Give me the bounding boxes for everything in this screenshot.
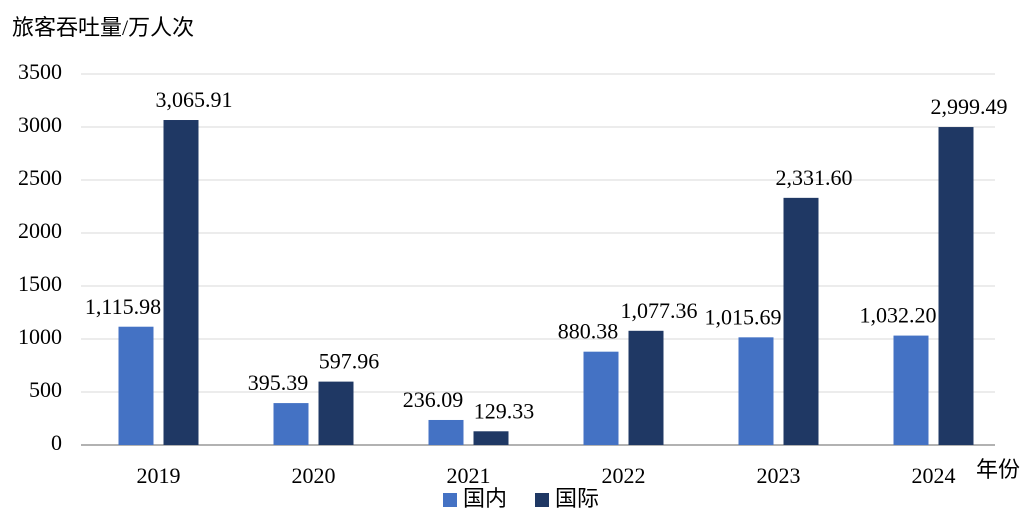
value-label: 2,331.60 [776, 165, 853, 190]
y-tick-label: 0 [51, 430, 62, 455]
bar [938, 127, 974, 445]
bar [628, 330, 664, 445]
y-tick-label: 1000 [18, 324, 62, 349]
value-label: 236.09 [403, 387, 464, 412]
bar [273, 403, 309, 445]
x-tick-label: 2020 [292, 463, 336, 488]
value-label: 880.38 [558, 319, 619, 344]
value-label: 129.33 [474, 398, 535, 423]
x-tick-label: 2022 [602, 463, 646, 488]
value-label: 395.39 [248, 370, 309, 395]
x-tick-label: 2023 [757, 463, 801, 488]
y-tick-label: 500 [29, 377, 62, 402]
y-tick-label: 2000 [18, 218, 62, 243]
x-axis-label: 年份 [976, 457, 1020, 482]
bar [783, 197, 819, 445]
bar [163, 120, 199, 445]
bar [473, 431, 509, 445]
x-tick-label: 2019 [137, 463, 181, 488]
bar [738, 337, 774, 445]
legend-swatch [443, 493, 457, 507]
value-label: 3,065.91 [156, 87, 233, 112]
value-label: 1,015.69 [705, 304, 782, 329]
bar [318, 381, 354, 445]
legend-swatch [535, 493, 549, 507]
value-label: 1,077.36 [621, 298, 698, 323]
x-tick-label: 2021 [447, 463, 491, 488]
bar [583, 351, 619, 445]
value-label: 1,032.20 [860, 303, 937, 328]
y-tick-label: 3000 [18, 112, 62, 137]
value-label: 597.96 [319, 349, 380, 374]
value-label: 1,115.98 [85, 294, 161, 319]
legend-label: 国内 [463, 486, 507, 511]
bar [118, 326, 154, 445]
bar [428, 419, 464, 445]
y-tick-label: 3500 [18, 59, 62, 84]
legend-label: 国际 [555, 486, 599, 511]
y-axis-label: 旅客吞吐量/万人次 [12, 15, 194, 40]
value-label: 2,999.49 [931, 94, 1008, 119]
bar [893, 335, 929, 445]
y-tick-label: 1500 [18, 271, 62, 296]
x-tick-label: 2024 [912, 463, 956, 488]
y-tick-label: 2500 [18, 165, 62, 190]
